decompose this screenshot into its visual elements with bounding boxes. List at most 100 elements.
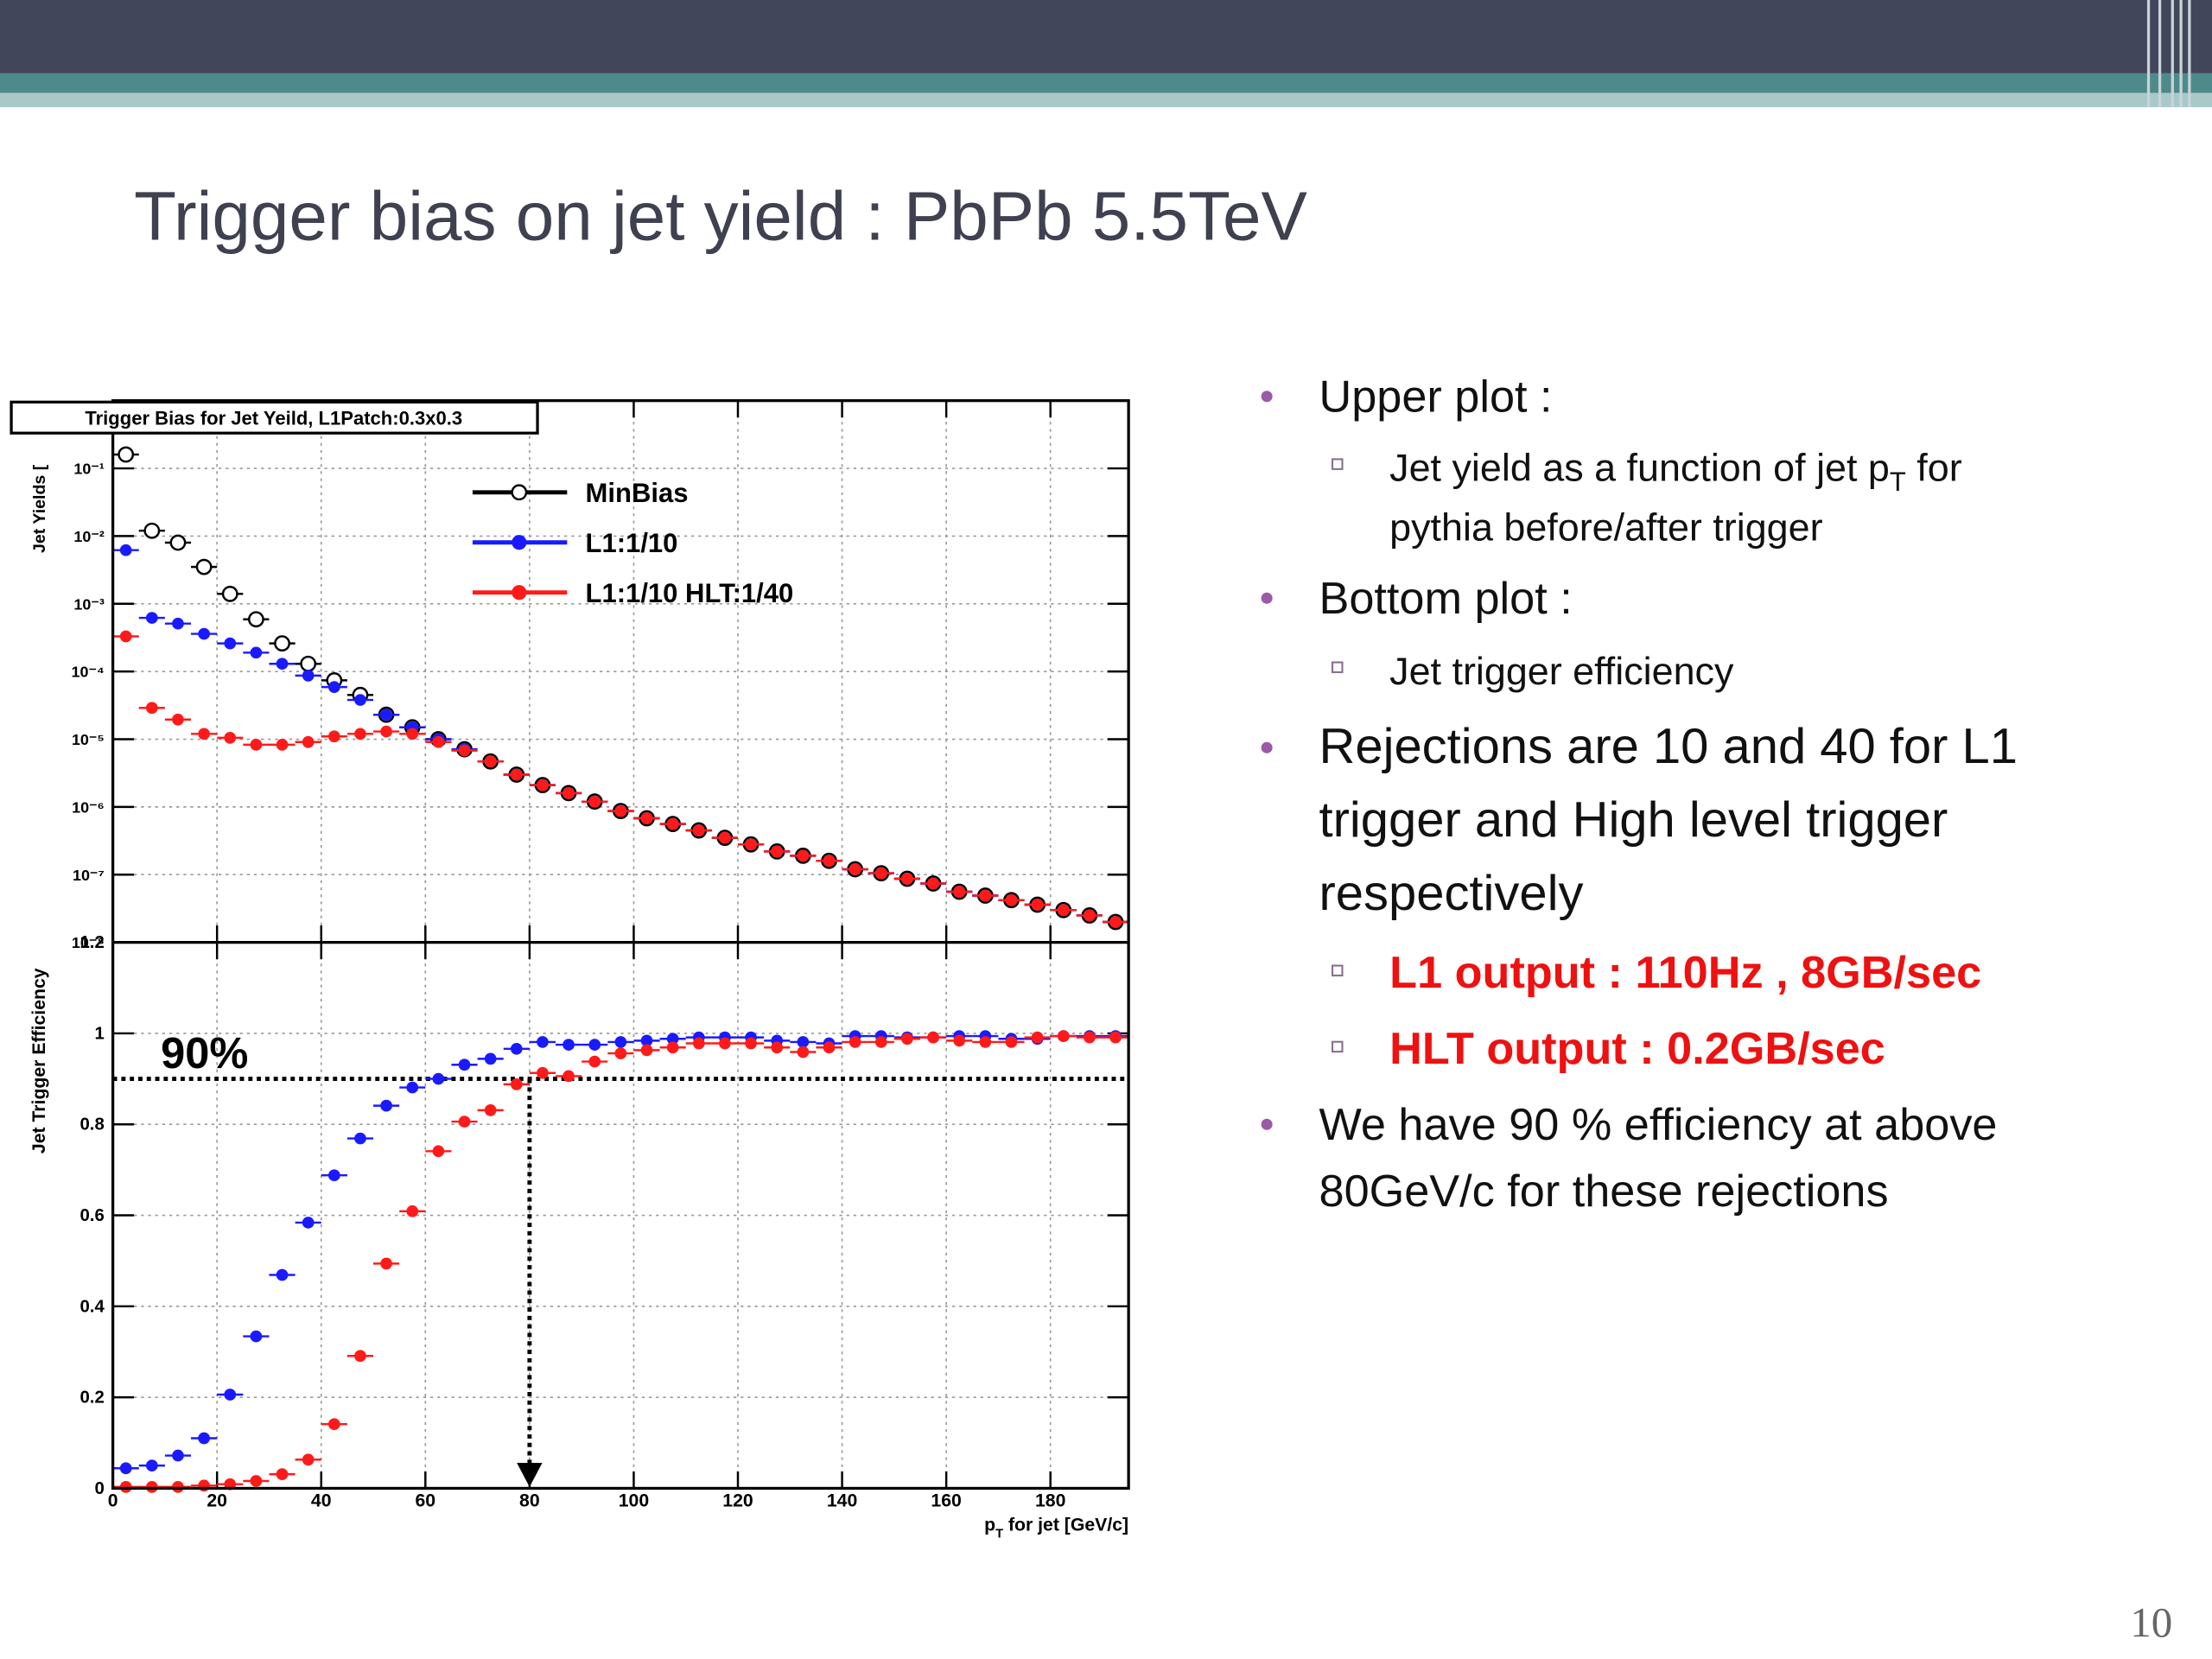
y-tick-label: 0.2 [79,1389,104,1408]
data-point [666,1033,679,1046]
legend-marker [512,535,527,550]
data-point [406,728,419,741]
x-tick-label: 120 [722,1491,753,1511]
data-point [640,812,653,824]
legend-marker [511,484,528,501]
x-tick-label: 0 [108,1491,118,1511]
data-point [1109,1031,1122,1044]
data-point [250,1330,263,1343]
data-point [719,831,731,844]
data-point [198,728,210,741]
data-point [1057,1030,1070,1042]
x-axis-label-part: p [984,1515,995,1535]
data-point [169,534,187,551]
data-point [302,735,315,748]
data-point [276,1268,289,1281]
data-point [537,1036,549,1048]
data-point [276,658,289,671]
data-point [1084,1031,1096,1044]
sub-bullet-subscript: T [1890,467,1906,497]
plot-title-box [10,400,539,435]
y-tick-label: 10⁻¹ [73,461,104,478]
data-point [1084,909,1096,922]
x-axis-label-part: for jet [GeV/c] [1003,1515,1128,1535]
data-point [143,522,161,539]
data-point [327,681,340,693]
sub-bullet-text: Jet trigger efficiency [1389,649,1734,693]
plot: 10⁻⁸ 10⁻⁷ 10⁻⁶ 10⁻⁵ 10⁻⁴ 10⁻³ 10⁻² 10⁻¹ MinBias L… [72,399,1130,1511]
data-point [823,1041,836,1054]
data-point [510,768,523,781]
data-point [406,1081,419,1094]
data-point [172,1449,184,1462]
legend-item: MinBias [472,478,689,508]
data-point [745,1037,757,1050]
data-point [510,1042,523,1055]
legend-label: MinBias [586,478,689,508]
data-point [145,1459,158,1471]
data-point [1057,904,1070,917]
data-point [198,627,210,640]
bullet-text: trigger and High level trigger [1319,792,1948,848]
data-point [849,1036,861,1048]
y-tick-label: 10⁻⁸ [72,934,105,951]
bullet-text: We have 90 % efficiency at above [1319,1100,1998,1150]
data-point [1005,1036,1018,1048]
legend-marker [512,585,527,601]
data-point [380,1257,392,1270]
data-point [588,795,601,808]
data-point [563,1039,575,1051]
data-point [300,655,317,672]
data-point [823,855,836,868]
data-point [327,1169,340,1182]
bullet-text: Upper plot : [1319,372,1553,423]
y-tick-label: 1.2 [79,933,104,952]
data-point [1109,916,1122,928]
data-point [771,845,784,858]
header-bar [0,0,2212,73]
data-point [274,635,290,652]
data-point [406,1205,419,1217]
data-point [797,1036,810,1048]
data-point [771,1041,784,1054]
data-point [432,735,445,748]
data-point [302,1217,315,1229]
data-point [614,804,627,817]
data-point [692,824,705,836]
sub-bullet-text: pythia before/after trigger [1389,505,1822,549]
data-point [1031,899,1044,911]
data-point [927,877,939,890]
x-axis-label-sub: T [995,1528,1003,1541]
data-point [172,713,184,726]
data-point [327,730,340,743]
data-point [901,1033,913,1046]
x-tick-label: 20 [207,1491,227,1511]
header-lines [2146,0,2191,108]
data-point [276,738,289,751]
data-point [588,1039,601,1051]
data-point [380,725,392,738]
data-point [354,728,366,741]
data-point [797,849,810,862]
bullet [1261,741,1273,753]
data-point [224,1389,237,1401]
sub-bullet-text: L1 output : 110Hz , 8GB/sec [1389,948,1981,998]
data-point [692,1037,705,1050]
data-point [484,755,497,768]
sub-bullet-text-part: Jet yield as a function of jet p [1389,446,1890,490]
y-tick-label: 1 [94,1024,104,1043]
bullet-text: respectively [1319,866,1584,921]
plot-frame [111,399,1130,1491]
data-point [927,1031,939,1044]
y-tick-label: 0.4 [79,1297,105,1316]
y-tick-label: 0.8 [79,1116,104,1135]
data-point [1005,893,1018,906]
data-point [221,585,238,602]
sub-bullet [1331,964,1344,977]
data-point [719,1037,731,1050]
sub-bullet [1331,1040,1344,1053]
bullet [1261,1118,1273,1130]
bullet [1261,391,1273,403]
data-point [537,1066,549,1079]
data-point [458,1058,471,1071]
